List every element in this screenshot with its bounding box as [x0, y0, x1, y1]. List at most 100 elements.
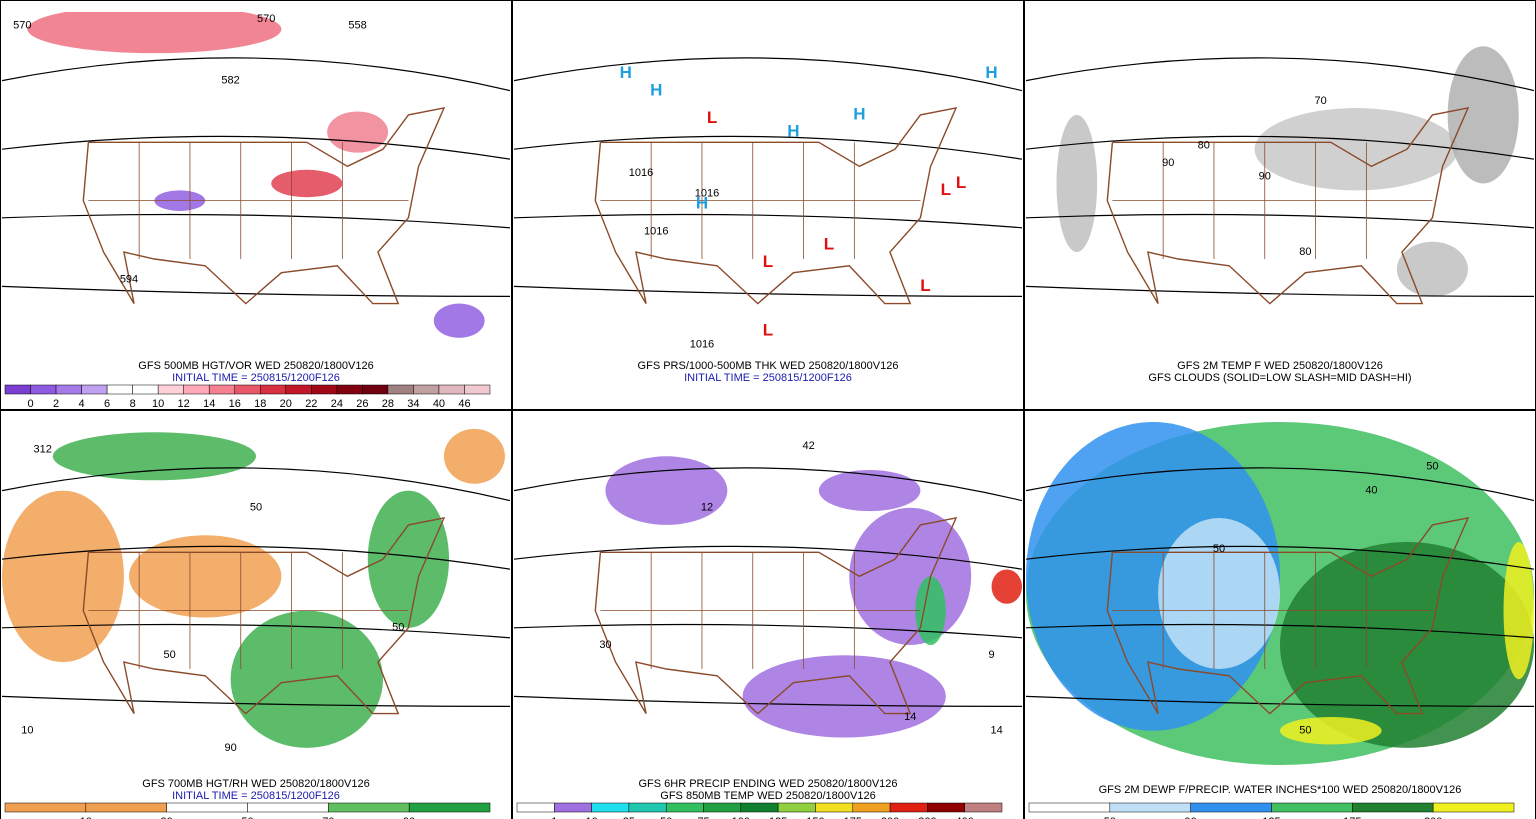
contour-label: 594: [120, 273, 138, 285]
colorbar-swatch: [157, 384, 184, 395]
contour: [1026, 213, 1534, 229]
contour-label: 50: [164, 649, 176, 661]
colorbar-label: 50: [660, 816, 672, 819]
caption: GFS 6HR PRECIP ENDING WED 250820/1800V12…: [638, 778, 897, 790]
contour-label: 50: [250, 502, 262, 514]
colorbar-label: 10: [80, 816, 92, 819]
contour-label: 70: [1315, 95, 1327, 107]
colorbar-swatch: [964, 802, 1003, 813]
colorbar-swatch: [927, 802, 965, 813]
pressure-center: H: [620, 63, 632, 82]
contour-label: 30: [599, 639, 611, 651]
caption: GFS 500MB HGT/VOR WED 250820/1800V126: [138, 360, 373, 372]
field-area: [443, 428, 505, 484]
contour-label: 14: [990, 725, 1002, 737]
colorbar-label: 50: [1104, 816, 1116, 819]
field-area: [1280, 542, 1534, 748]
contour-label: 50: [392, 622, 404, 634]
colorbar-label: 400: [956, 816, 974, 819]
field-area: [849, 507, 972, 645]
contour: [1026, 545, 1534, 570]
pressure-center: L: [763, 252, 773, 271]
colorbar-label: 200: [1424, 816, 1442, 819]
colorbar-label: 125: [769, 816, 787, 819]
contour-label: 1016: [629, 167, 653, 179]
colorbar-swatch: [1271, 802, 1353, 813]
colorbar-swatch: [362, 384, 389, 395]
pressure-center: H: [853, 104, 865, 123]
map-bg: [2, 12, 510, 355]
colorbar-label: 14: [203, 398, 215, 410]
colorbar-swatch: [166, 802, 248, 813]
field-area: [1158, 518, 1280, 669]
field-area: [1254, 108, 1458, 191]
field-area: [818, 470, 921, 512]
caption: INITIAL TIME = 250815/1200F126: [172, 790, 340, 802]
contour-label: 9: [988, 649, 994, 661]
colorbar-swatch: [408, 802, 491, 813]
colorbar-label: 34: [407, 398, 419, 410]
colorbar-label: 10: [152, 398, 164, 410]
field-area: [367, 490, 450, 628]
map-bg: [1026, 12, 1534, 355]
colorbar-label: 20: [280, 398, 292, 410]
field-area: [1503, 542, 1534, 680]
contour: [514, 467, 1022, 502]
colorbar-label: 28: [382, 398, 394, 410]
colorbar-swatch: [1028, 802, 1111, 813]
contour: [1026, 135, 1534, 160]
field-area: [327, 111, 389, 153]
contour: [1026, 467, 1534, 502]
contour-label: 570: [257, 13, 275, 25]
contour-label: 90: [1162, 157, 1174, 169]
contour-label: 570: [13, 20, 31, 32]
map: 50 50 50 40: [1026, 422, 1534, 765]
colorbar-swatch: [1109, 802, 1191, 813]
country-outline: [82, 107, 446, 305]
contour-label: 312: [33, 443, 51, 455]
colorbar-label: 40: [433, 398, 445, 410]
colorbar-swatch: [777, 802, 816, 813]
field-area: [27, 12, 282, 54]
colorbar-swatch: [815, 802, 854, 813]
field-area: [271, 169, 343, 198]
colorbar-label: 46: [458, 398, 470, 410]
contour: [514, 135, 1022, 160]
colorbar-label: 125: [1262, 816, 1280, 819]
contour: [1026, 623, 1534, 639]
colorbar-swatch: [591, 802, 630, 813]
colorbar-swatch: [208, 384, 235, 395]
colorbar-label: 4: [79, 398, 85, 410]
colorbar-swatch: [852, 802, 891, 813]
contour-label: 90: [1259, 171, 1271, 183]
colorbar-label: 10: [585, 816, 597, 819]
colorbar-swatch: [4, 802, 87, 813]
contour: [514, 57, 1022, 92]
field-area: [605, 456, 728, 525]
map: 312 50 50 10 90 50: [2, 422, 510, 765]
contour-label: 50: [1299, 725, 1311, 737]
pressure-center: H: [787, 122, 799, 141]
contour: [2, 623, 510, 639]
colorbar-label: 1: [551, 816, 557, 819]
contour-label: 14: [904, 711, 916, 723]
field-area: [433, 303, 485, 338]
colorbar-label: 100: [732, 816, 750, 819]
panel: 50 50 50 40 GFS 2M DEWP F/PRECIP. WATER INCH…: [1024, 410, 1536, 819]
pressure-center: L: [824, 235, 834, 254]
colorbar-swatch: [665, 802, 704, 813]
contour-label: 50: [1213, 543, 1225, 555]
colorbar-swatch: [554, 802, 592, 813]
map: 570 570 558 582 594: [2, 12, 510, 355]
map: 42 12 9 14 14 30: [514, 422, 1022, 765]
field-area: [129, 535, 282, 618]
contour-label: 40: [1365, 485, 1377, 497]
contour: [1026, 57, 1534, 92]
pressure-center: H: [985, 63, 997, 82]
pressure-center: H: [696, 194, 708, 213]
contour-label: 582: [221, 75, 239, 87]
contour: [2, 467, 510, 502]
colorbar-swatch: [336, 384, 363, 395]
caption: GFS 2M TEMP F WED 250820/1800V126: [1177, 360, 1383, 372]
colorbar-swatch: [311, 384, 338, 395]
